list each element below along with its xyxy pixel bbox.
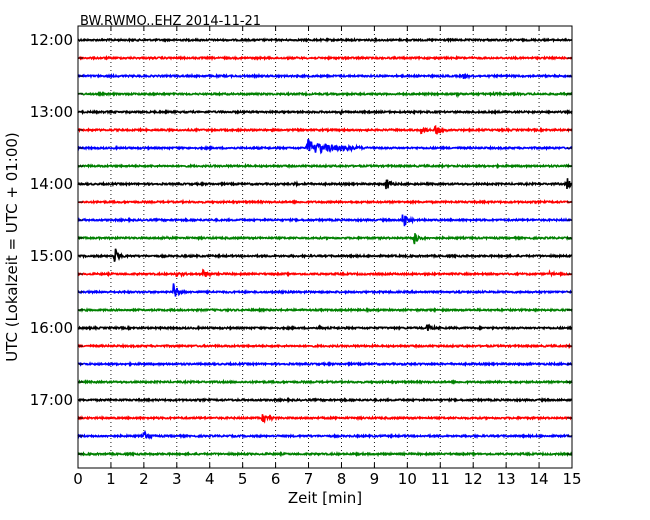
- trace-1630: [77, 360, 573, 368]
- trace-1745: [77, 450, 573, 458]
- trace-1315: [77, 124, 573, 135]
- x-tick-label: 2: [139, 470, 149, 488]
- y-tick-label: 12:00: [30, 31, 73, 49]
- y-tick-label: 16:00: [30, 319, 73, 337]
- x-tick-label: 0: [73, 470, 83, 488]
- x-tick-label: 7: [304, 470, 314, 488]
- trace-1515: [77, 268, 573, 278]
- x-tick-label: 9: [370, 470, 380, 488]
- plot-frame: [77, 25, 573, 469]
- x-tick-label: 10: [398, 470, 417, 488]
- trace-1545: [77, 306, 573, 314]
- trace-1330: [77, 138, 573, 155]
- x-tick-label: 1: [106, 470, 116, 488]
- x-tick-label: 12: [464, 470, 483, 488]
- x-tick-label: 11: [431, 470, 450, 488]
- trace-lines: [77, 36, 573, 458]
- grid: [110, 26, 540, 468]
- trace-1300: [77, 108, 573, 116]
- x-tick-label: 14: [530, 470, 549, 488]
- x-tick-label: 3: [172, 470, 182, 488]
- trace-1200: [77, 36, 573, 44]
- x-tick-label: 15: [562, 470, 581, 488]
- trace-1345: [77, 162, 573, 170]
- y-tick-labels: 12:00 13:00 14:00 15:00 16:00 17:00: [30, 31, 73, 409]
- axis-ticks: [77, 26, 573, 468]
- trace-1445: [77, 233, 573, 245]
- trace-1530: [77, 283, 573, 297]
- trace-1230: [77, 72, 573, 80]
- trace-1600: [77, 323, 573, 332]
- trace-1615: [77, 342, 573, 350]
- x-tick-label: 13: [497, 470, 516, 488]
- x-tick-label: 5: [238, 470, 248, 488]
- trace-1415: [77, 198, 573, 206]
- x-tick-label: 8: [337, 470, 347, 488]
- y-tick-label: 14:00: [30, 175, 73, 193]
- trace-1215: [77, 54, 573, 62]
- x-axis-label: Zeit [min]: [288, 489, 362, 507]
- trace-1500: [77, 248, 573, 262]
- trace-1430: [77, 214, 573, 227]
- trace-1245: [77, 90, 573, 99]
- x-tick-labels: 0 1 2 3 4 5 6 7 8 9 10 11 12 13 14 15: [73, 470, 581, 488]
- trace-1700: [77, 396, 573, 404]
- y-tick-label: 17:00: [30, 391, 73, 409]
- x-tick-label: 4: [205, 470, 215, 488]
- trace-1715: [77, 414, 573, 424]
- x-tick-label: 6: [271, 470, 281, 488]
- y-tick-label: 13:00: [30, 103, 73, 121]
- trace-1400: [77, 178, 573, 190]
- trace-1730: [77, 430, 573, 440]
- trace-1645: [77, 378, 573, 386]
- chart-title: BW.RWMO..EHZ 2014-11-21: [80, 14, 261, 29]
- y-axis-label: UTC (Lokalzeit = UTC + 01:00): [3, 132, 21, 362]
- y-tick-label: 15:00: [30, 247, 73, 265]
